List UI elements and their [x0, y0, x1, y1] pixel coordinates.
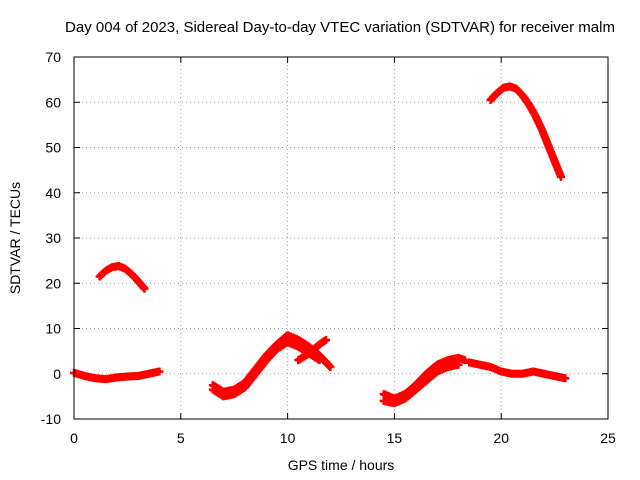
data-point	[322, 335, 331, 344]
data-point	[557, 172, 566, 181]
x-tick-label: 15	[387, 430, 403, 446]
x-tick-label: 20	[493, 430, 509, 446]
data-point	[460, 356, 469, 365]
axis-ticks: 0 5 10 15 20 25 -10 0 10 20 30 40 50 60 70	[41, 49, 616, 446]
x-axis-label: GPS time / hours	[288, 457, 395, 473]
series-arc-5	[294, 335, 331, 365]
y-tick-label: 30	[45, 230, 61, 246]
y-tick-label: -10	[41, 411, 61, 427]
data-point	[315, 356, 324, 365]
y-tick-label: 60	[45, 94, 61, 110]
x-tick-label: 25	[600, 430, 616, 446]
y-tick-label: 50	[45, 140, 61, 156]
series-arc-9	[486, 82, 566, 181]
series-arc-3	[208, 331, 335, 396]
series-arc-1	[95, 262, 149, 293]
plot-frame	[73, 56, 609, 420]
x-tick-label: 10	[280, 430, 296, 446]
grid	[74, 57, 608, 419]
data-point	[155, 367, 164, 376]
y-tick-label: 0	[53, 366, 61, 382]
y-tick-label: 10	[45, 321, 61, 337]
data-point	[326, 362, 335, 371]
data-point	[454, 360, 463, 369]
x-tick-label: 0	[70, 430, 78, 446]
x-tick-label: 5	[177, 430, 185, 446]
series-arc-7	[379, 360, 463, 408]
data-point	[561, 374, 570, 383]
series-arc-2	[70, 367, 164, 384]
y-tick-label: 40	[45, 185, 61, 201]
series-arc-8	[465, 358, 570, 383]
y-tick-label: 70	[45, 49, 61, 65]
y-axis-label: SDTVAR / TECUs	[7, 182, 23, 294]
chart-title: Day 004 of 2023, Sidereal Day-to-day VTE…	[65, 19, 615, 36]
data-point	[140, 284, 149, 293]
y-tick-label: 20	[45, 275, 61, 291]
data-points	[70, 82, 570, 408]
